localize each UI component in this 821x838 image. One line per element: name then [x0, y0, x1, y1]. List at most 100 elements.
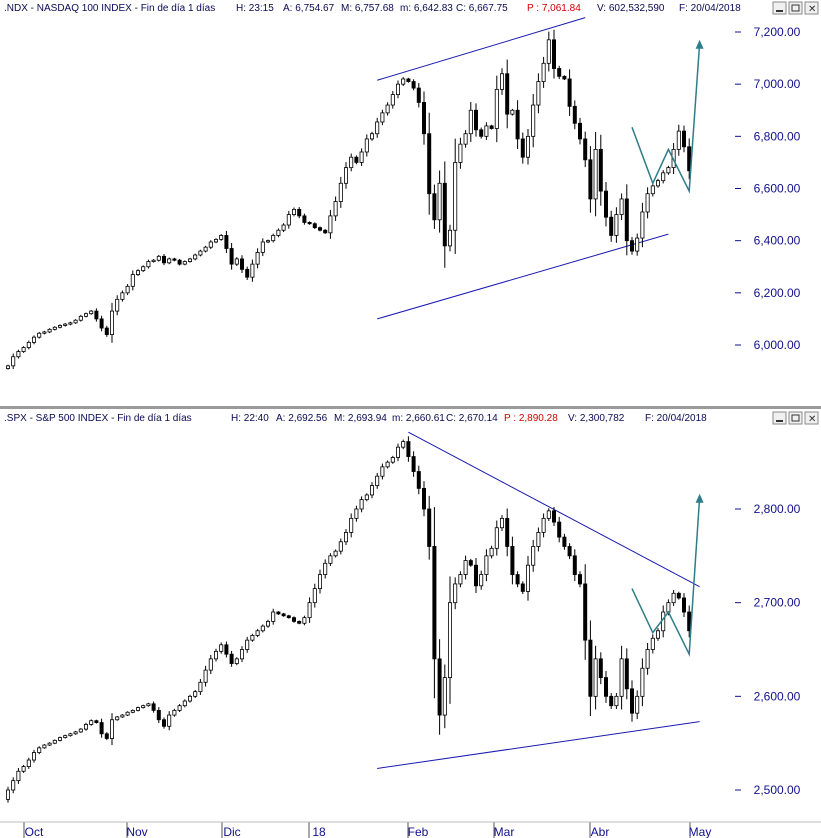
candle-body: [583, 138, 588, 161]
candle-body: [458, 574, 463, 585]
candle-body: [156, 709, 161, 721]
pane-separator[interactable]: [0, 406, 821, 409]
minimize-icon: [776, 10, 783, 12]
minimize-button-2[interactable]: [772, 411, 787, 425]
candle-body: [260, 241, 265, 253]
candle-body: [656, 630, 661, 639]
candle-body: [395, 83, 400, 95]
minimize-button[interactable]: [772, 1, 787, 15]
candle-body: [47, 742, 52, 746]
candle-body: [208, 658, 213, 671]
y-tick-label: 2,700.00: [754, 596, 801, 610]
candle-body: [21, 347, 26, 352]
candle-body: [515, 574, 520, 585]
minimize-icon-2: [776, 420, 783, 422]
candle-body: [265, 240, 270, 243]
bottom-date: F: 20/04/2018: [645, 413, 707, 424]
candle-body: [52, 739, 57, 744]
candle-body: [557, 68, 562, 77]
candle-body: [359, 499, 364, 510]
candle-body: [406, 441, 411, 457]
x-tick-label: Dic: [223, 825, 240, 838]
candle-body: [676, 130, 681, 150]
candle-body: [21, 766, 26, 772]
close-button-2[interactable]: [804, 411, 819, 425]
bottom-symbol: .SPX - S&P 500 INDEX - Fin de día 1 días: [4, 413, 192, 424]
candle-body: [520, 138, 525, 158]
candle-body: [349, 156, 354, 169]
candle-body: [307, 222, 312, 225]
candle-body: [141, 705, 146, 708]
candle-body: [656, 180, 661, 187]
candle-body: [161, 719, 166, 727]
candle-body: [187, 258, 192, 262]
candle-body: [609, 695, 614, 707]
candle-body: [99, 722, 104, 735]
candle-body: [338, 541, 343, 552]
candle-body: [526, 135, 531, 158]
candle-body: [224, 235, 229, 249]
candle-body: [401, 441, 406, 448]
x-tick-label: Mar: [494, 825, 515, 838]
close-button[interactable]: [804, 1, 819, 15]
candle-body: [630, 240, 635, 252]
candle-body: [245, 639, 250, 650]
candle-body: [520, 583, 525, 592]
y-tick-label: 7,200.00: [754, 25, 801, 39]
candle-body: [494, 527, 499, 549]
candle-body: [416, 471, 421, 489]
candle-body: [437, 182, 442, 221]
candle-body: [193, 254, 198, 260]
candle-body: [650, 185, 655, 195]
candle-body: [234, 658, 239, 664]
bottom-window-controls: ✕: [772, 411, 819, 425]
close-icon: ✕: [808, 4, 816, 15]
candle-body: [219, 235, 224, 240]
plot-layer: 6,000.00 6,200.00 6,400.00 6,600.00 6,800.00…: [0, 17, 821, 838]
x-tick-label: Feb: [408, 825, 429, 838]
candle-body: [203, 246, 208, 252]
candle-body: [583, 583, 588, 641]
candle-body: [37, 332, 42, 338]
candle-body: [666, 167, 671, 174]
candle-body: [442, 677, 447, 716]
candle-body: [177, 259, 182, 265]
projection-arrowhead: [695, 39, 704, 49]
candle-body: [151, 703, 156, 711]
candle-body: [187, 695, 192, 702]
candle-body: [354, 156, 359, 163]
candle-body: [260, 625, 265, 632]
candle-body: [312, 223, 317, 229]
candle-body: [453, 162, 458, 231]
restore-button[interactable]: [788, 1, 803, 15]
candle-body: [546, 510, 551, 519]
candle-body: [447, 602, 452, 679]
top-open: A: 6,754.67: [283, 3, 335, 14]
y-tick-label: 2,800.00: [754, 502, 801, 516]
candle-body: [110, 719, 115, 739]
candle-body: [94, 310, 99, 320]
candle-body: [239, 649, 244, 660]
candle-body: [624, 658, 629, 690]
candle-body: [297, 208, 302, 217]
candle-body: [281, 224, 286, 231]
candle-body: [531, 104, 536, 137]
top-header: .NDX - NASDAQ 100 INDEX - Fin de día 1 d…: [4, 3, 741, 14]
candle-body: [208, 241, 213, 248]
candle-body: [16, 351, 21, 358]
candle-body: [125, 711, 130, 716]
candle-body: [614, 695, 619, 707]
candle-body: [468, 560, 473, 566]
trendline: [377, 233, 669, 320]
candle-body: [494, 88, 499, 129]
candle-body: [250, 263, 255, 278]
candle-body: [271, 611, 276, 622]
candle-body: [421, 102, 426, 135]
candle-body: [499, 517, 504, 529]
candle-body: [604, 677, 609, 697]
restore-button-2[interactable]: [788, 411, 803, 425]
candle-body: [578, 574, 583, 585]
candle-body: [317, 227, 322, 231]
candle-body: [505, 517, 510, 547]
